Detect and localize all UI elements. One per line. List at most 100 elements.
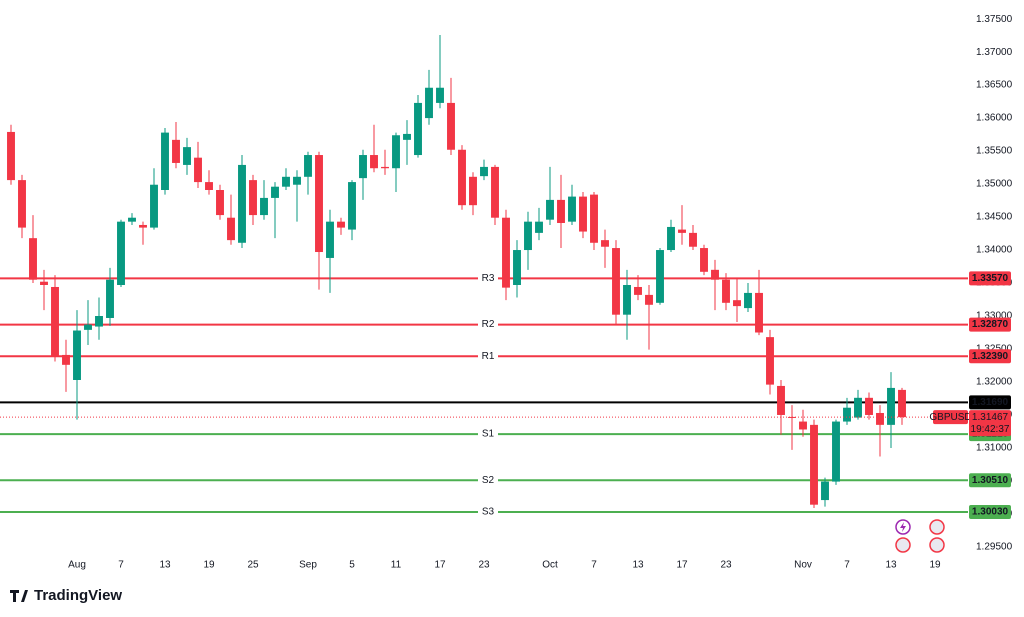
y-tick-label: 1.37000 (976, 47, 1013, 58)
candle-body (524, 221, 532, 251)
x-tick-label: 25 (247, 560, 259, 571)
candle-body (326, 221, 334, 258)
x-tick-label: 19 (929, 560, 941, 571)
level-tag-label: 1.32390 (972, 351, 1009, 362)
candle-body (18, 180, 26, 228)
candle-body (579, 196, 587, 232)
x-tick-label: 17 (434, 560, 446, 571)
candle-body (865, 397, 873, 415)
candle-body (887, 387, 895, 425)
candle-body (150, 184, 158, 228)
candle-body (106, 279, 114, 318)
level-name: R3 (482, 273, 495, 284)
candle-body (832, 421, 840, 482)
x-tick-label: 7 (591, 560, 597, 571)
y-tick-label: 1.29500 (976, 542, 1013, 553)
level-name-bg (478, 428, 498, 441)
candle-body (183, 147, 191, 165)
level-name: S2 (482, 475, 495, 486)
symbol-tag (933, 410, 968, 425)
candle-body (238, 164, 246, 243)
level-name: R2 (482, 319, 495, 330)
candle-body (29, 238, 37, 280)
candle-body (315, 155, 323, 253)
candle-body (95, 316, 103, 327)
candle-body (876, 412, 884, 425)
candle-body (205, 182, 213, 190)
logo-icon (10, 590, 28, 602)
candle-body (513, 250, 521, 285)
candle-body (128, 217, 136, 222)
candle-body (216, 190, 224, 216)
x-tick-label: 19 (203, 560, 215, 571)
x-tick-label: 7 (118, 560, 124, 571)
x-tick-label: Oct (542, 560, 558, 571)
y-tick-label: 1.32500 (976, 344, 1013, 355)
x-tick-label: 5 (349, 560, 355, 571)
x-tick-label: Sep (299, 560, 317, 571)
candle-body (458, 149, 466, 206)
brand-name: TradingView (34, 587, 122, 604)
level-tag-label: 1.30030 (972, 507, 1009, 518)
candle-body (733, 300, 741, 307)
symbol-tag-label: GBPUSD (929, 412, 971, 423)
candle-body (502, 217, 510, 288)
level-tag-label: 1.32870 (972, 319, 1009, 330)
candle-body (7, 131, 15, 181)
candle-body (678, 229, 686, 233)
y-tick-label: 1.36500 (976, 80, 1013, 91)
y-tick-label: 1.35500 (976, 146, 1013, 157)
y-tick-label: 1.34500 (976, 212, 1013, 223)
candle-body (370, 155, 378, 169)
event-icon[interactable] (929, 537, 945, 553)
candle-body (634, 286, 642, 295)
candle-body (194, 157, 202, 183)
countdown-label: 19:42:37 (971, 424, 1010, 435)
candle-body (172, 139, 180, 163)
x-tick-label: 13 (159, 560, 171, 571)
event-icons (895, 519, 945, 553)
candle-body (854, 397, 862, 418)
level-name-bg (478, 474, 498, 487)
candle-body (689, 232, 697, 247)
x-tick-label: 13 (632, 560, 644, 571)
y-tick-label: 1.33000 (976, 311, 1013, 322)
last-price-label: 1.31467 (972, 412, 1009, 423)
candle-body (139, 224, 147, 228)
x-tick-label: 7 (844, 560, 850, 571)
candle-body (447, 102, 455, 150)
x-tick-label: 23 (478, 560, 490, 571)
candle-body (436, 87, 444, 103)
candle-body (535, 221, 543, 233)
candle-body (403, 133, 411, 140)
level-tag-label: 1.30510 (972, 475, 1009, 486)
last-price-tag (969, 410, 1011, 437)
candle-body (623, 285, 631, 315)
level-tag (969, 271, 1011, 286)
candle-body (260, 197, 268, 216)
candle-body (161, 132, 169, 190)
candle-body (843, 407, 851, 422)
candle-body (777, 385, 785, 415)
candle-body (744, 292, 752, 309)
candle-body (491, 166, 499, 218)
candle-body (84, 324, 92, 330)
y-tick-label: 1.35000 (976, 179, 1013, 190)
x-tick-label: Nov (794, 560, 812, 571)
candle-body (469, 176, 477, 206)
candle-body (722, 279, 730, 303)
candle-body (40, 281, 48, 285)
y-tick-label: 1.34000 (976, 245, 1013, 256)
candle-body (249, 180, 257, 216)
candle-body (898, 389, 906, 418)
event-icon[interactable] (929, 519, 945, 535)
event-icon[interactable] (895, 537, 911, 553)
candle-body (645, 294, 653, 305)
level-name-bg (478, 272, 498, 285)
candle-body (667, 226, 675, 251)
candle-body (810, 424, 818, 505)
candle-body (51, 286, 59, 357)
level-name: S3 (482, 507, 495, 518)
candle-body (766, 337, 774, 385)
